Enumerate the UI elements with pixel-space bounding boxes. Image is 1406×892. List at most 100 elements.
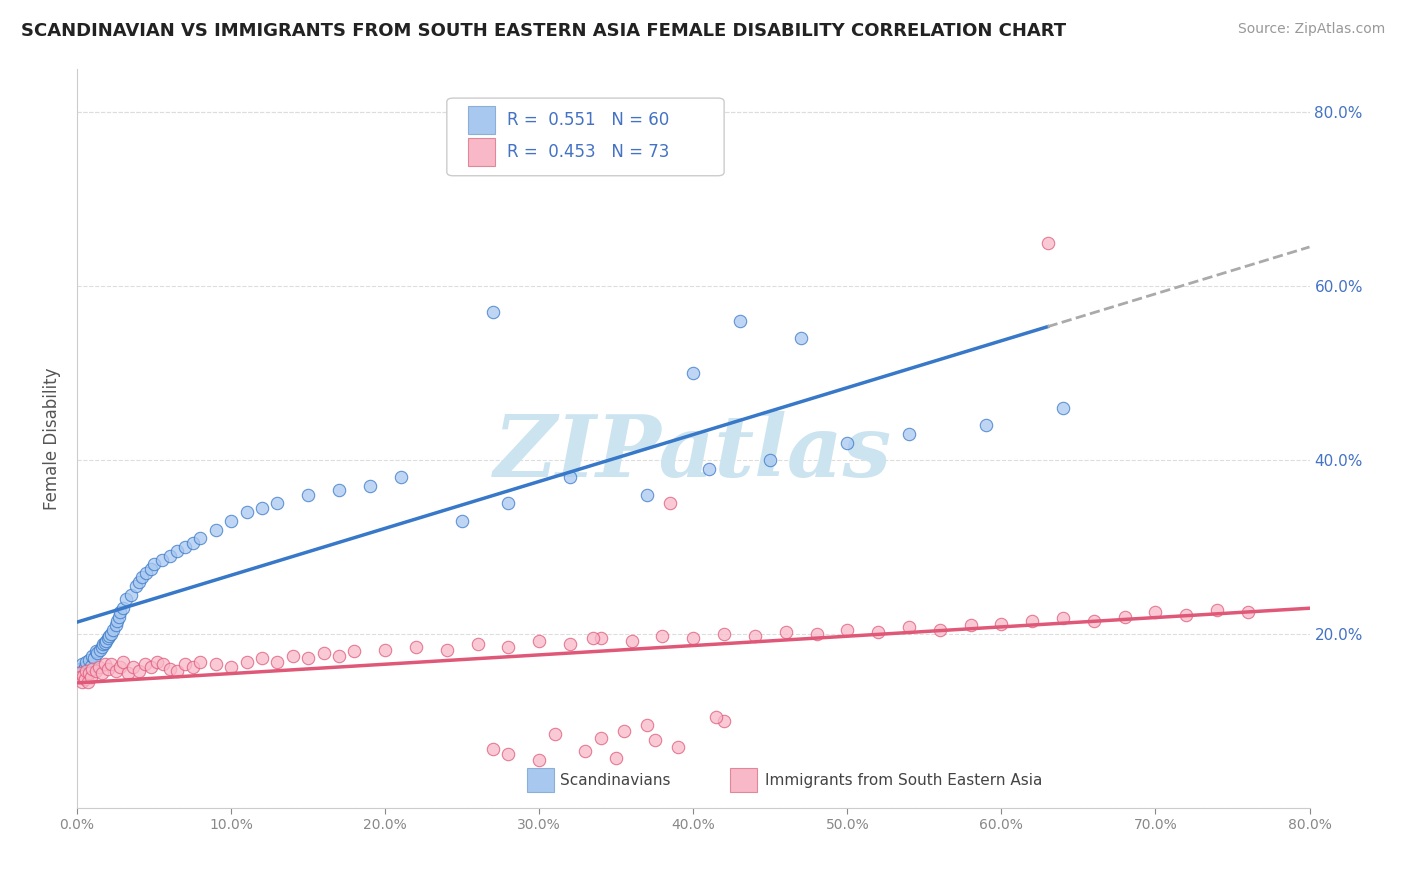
Point (128, 664, 150, 678)
Point (107, 609, 129, 624)
Point (728, 314, 751, 328)
Point (297, 488, 319, 502)
Point (90, 640, 112, 654)
Point (97, 662, 120, 676)
Point (112, 655, 135, 669)
Point (166, 664, 188, 678)
Point (79, 666, 101, 681)
Point (713, 627, 735, 641)
Point (121, 660, 143, 674)
Point (806, 627, 828, 641)
Bar (468, 138, 495, 166)
Text: Scandinavians: Scandinavians (560, 773, 671, 789)
Point (77, 674, 100, 689)
Point (706, 709, 728, 723)
Point (159, 549, 181, 563)
Point (134, 657, 156, 672)
Point (713, 714, 735, 728)
Point (312, 646, 335, 660)
Point (89, 642, 111, 657)
Point (219, 660, 242, 674)
Text: SCANDINAVIAN VS IMMIGRANTS FROM SOUTH EASTERN ASIA FEMALE DISABILITY CORRELATION: SCANDINAVIAN VS IMMIGRANTS FROM SOUTH EA… (21, 22, 1066, 40)
Point (1175, 607, 1198, 622)
Point (574, 744, 596, 758)
Point (589, 731, 612, 746)
Bar (527, 768, 554, 792)
Y-axis label: Female Disability: Female Disability (44, 367, 60, 509)
Point (558, 470, 581, 484)
Point (697, 461, 720, 475)
Point (328, 483, 350, 498)
Point (659, 496, 682, 510)
Point (100, 657, 122, 672)
Point (67, 666, 90, 681)
Point (67, 666, 90, 681)
Point (124, 579, 146, 593)
Point (1021, 614, 1043, 628)
Point (219, 514, 242, 528)
Point (928, 623, 950, 637)
Point (117, 666, 139, 681)
Point (405, 640, 427, 654)
Point (112, 600, 135, 615)
Point (150, 553, 173, 567)
Point (589, 632, 612, 646)
Point (120, 588, 142, 602)
Point (959, 618, 981, 632)
Text: Source: ZipAtlas.com: Source: ZipAtlas.com (1237, 22, 1385, 37)
Point (837, 435, 859, 450)
Point (77, 666, 100, 681)
Point (666, 740, 689, 755)
Point (374, 642, 396, 657)
Point (582, 632, 605, 646)
Point (482, 305, 505, 319)
Point (91, 637, 114, 651)
Point (152, 657, 174, 672)
Point (73, 660, 96, 674)
Point (266, 496, 288, 510)
Point (97, 632, 120, 646)
Point (80, 659, 103, 673)
Point (266, 655, 288, 669)
Point (139, 660, 162, 674)
Point (1114, 609, 1136, 624)
Point (543, 727, 565, 741)
Point (146, 655, 169, 669)
Point (204, 523, 226, 537)
Point (328, 648, 350, 663)
Point (775, 625, 797, 640)
Point (759, 453, 782, 467)
Bar (468, 106, 495, 135)
Point (644, 733, 666, 747)
Point (188, 655, 211, 669)
Point (70, 657, 93, 672)
Point (86, 646, 108, 660)
Point (790, 331, 813, 345)
Point (143, 558, 166, 572)
Point (250, 500, 273, 515)
Point (636, 488, 658, 502)
Point (529, 753, 551, 767)
Point (174, 657, 197, 672)
Point (139, 562, 162, 576)
Point (104, 664, 127, 678)
Point (79, 653, 101, 667)
Point (101, 623, 124, 637)
Point (451, 514, 474, 528)
Point (990, 616, 1012, 631)
Point (69, 671, 91, 685)
Point (620, 634, 643, 648)
Point (98, 629, 121, 643)
Point (75, 664, 97, 678)
Point (69, 662, 91, 676)
Point (343, 644, 366, 658)
Point (115, 592, 138, 607)
Point (1052, 611, 1074, 625)
Point (110, 605, 132, 619)
Point (75, 655, 97, 669)
Point (281, 648, 304, 663)
Point (181, 535, 204, 549)
Point (436, 642, 458, 657)
Point (467, 637, 489, 651)
Point (651, 629, 673, 643)
